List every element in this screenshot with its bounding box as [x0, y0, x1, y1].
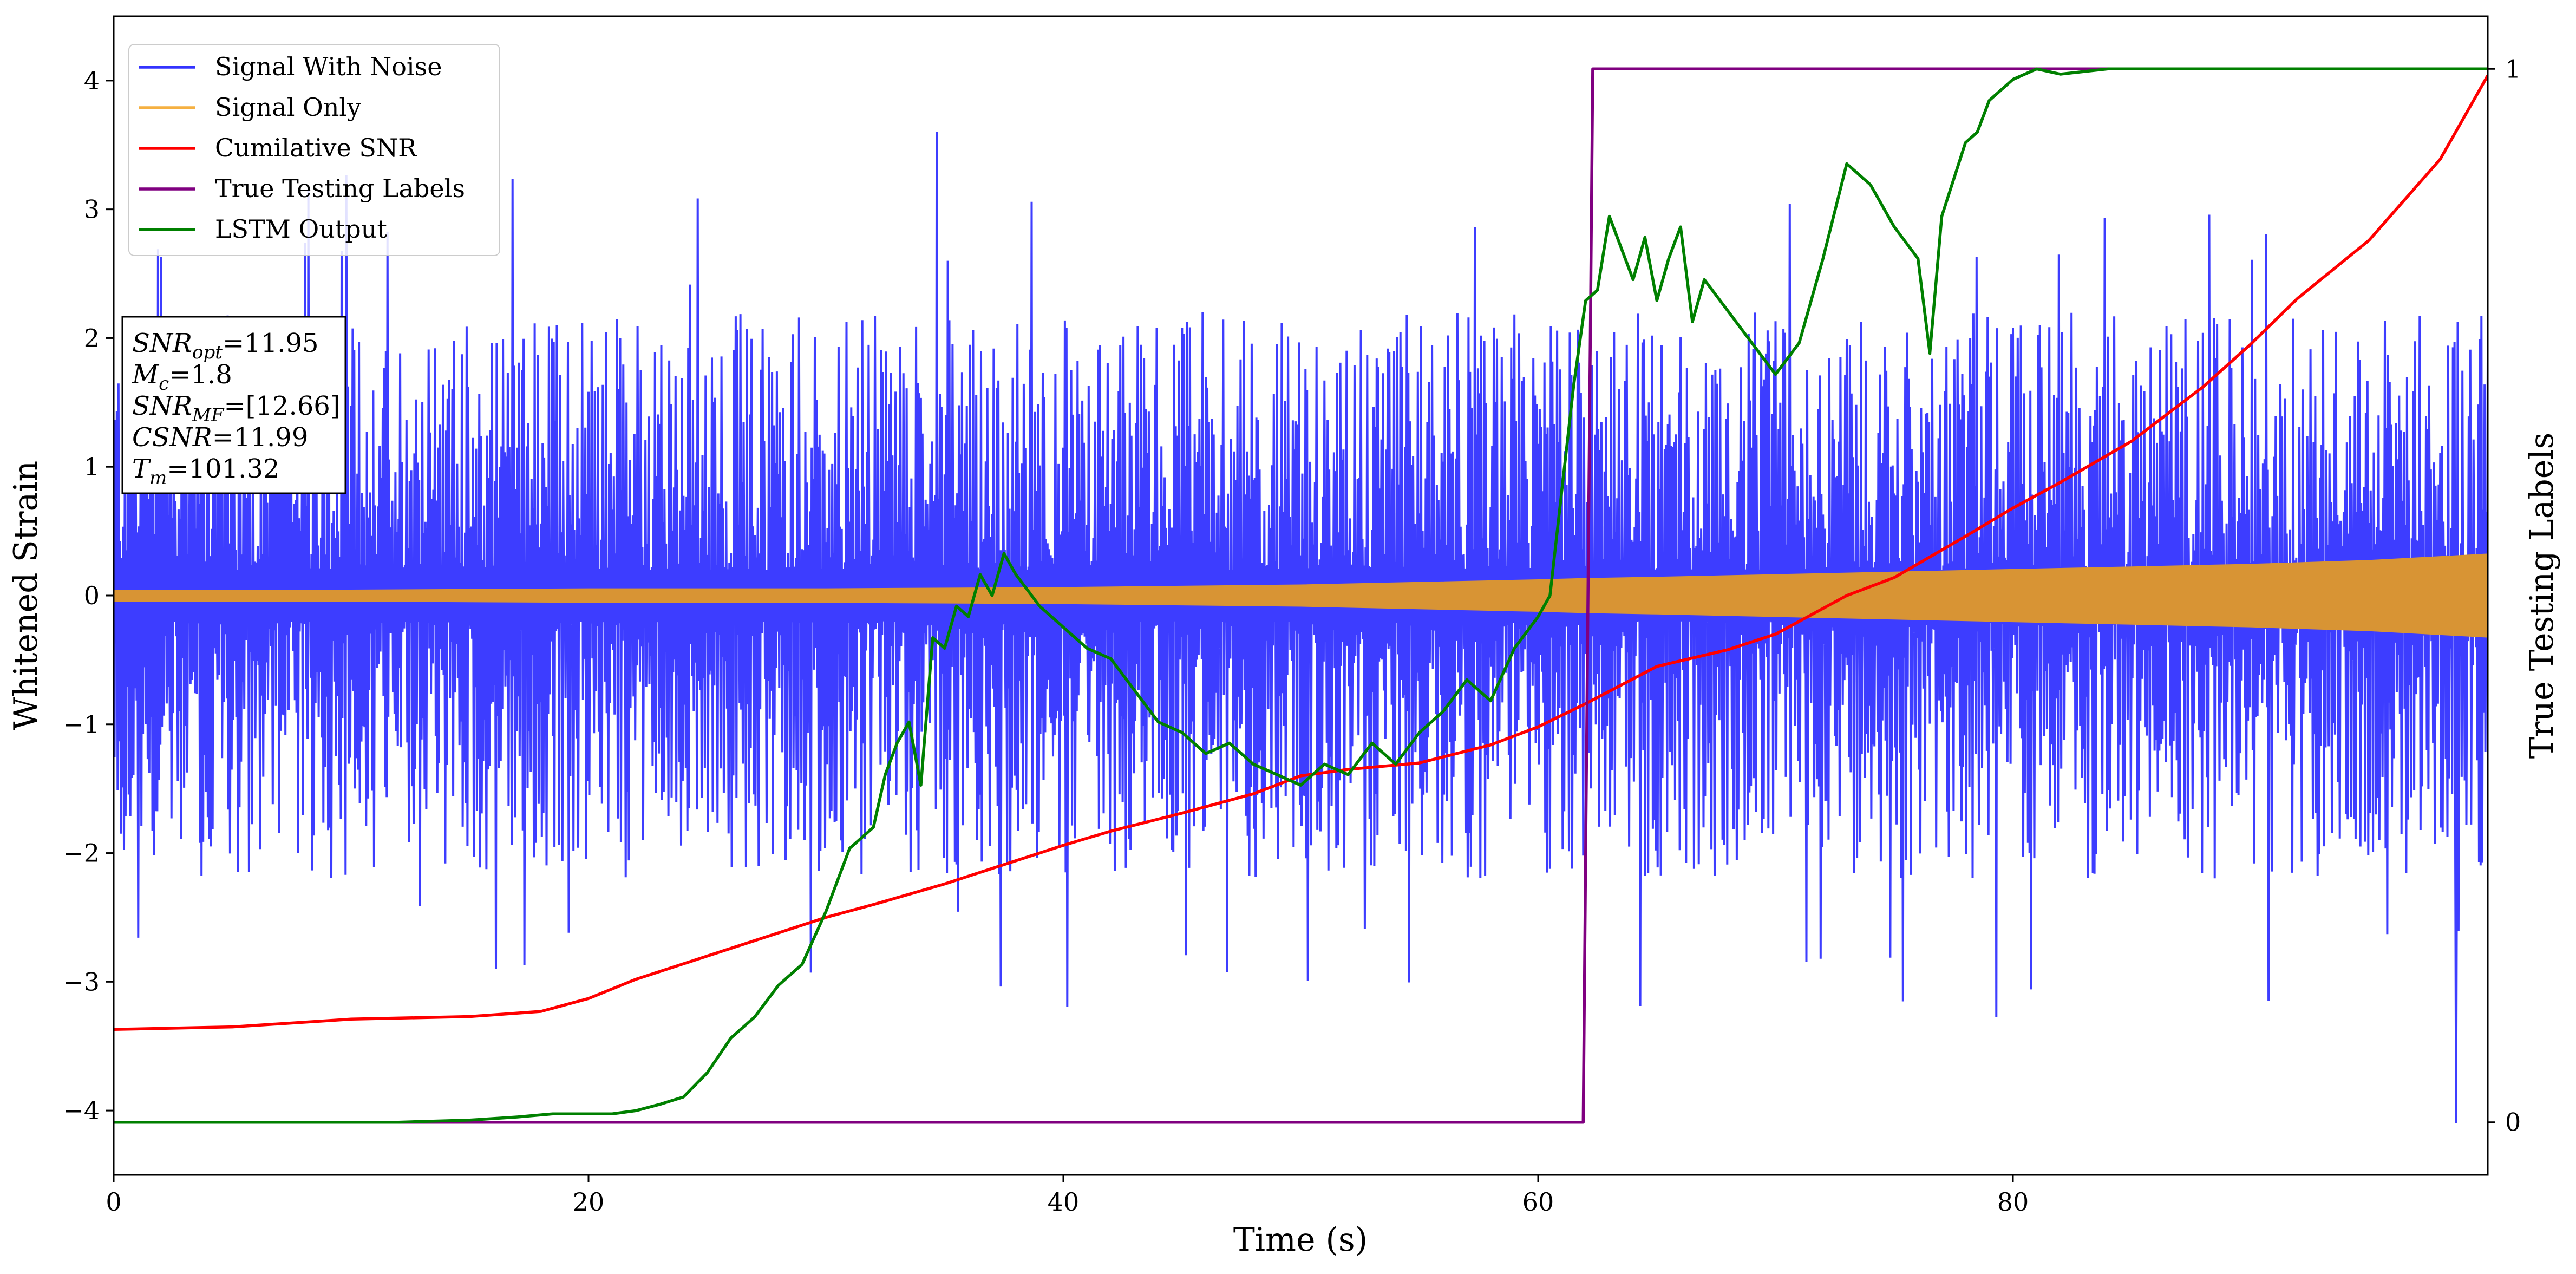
- y-tick-label-left: 2: [84, 323, 100, 352]
- x-axis-label: Time (s): [1233, 1221, 1368, 1259]
- y-tick-label-left: −4: [63, 1096, 100, 1125]
- y-axis-label-left: Whitened Strain: [7, 461, 45, 730]
- legend-label: LSTM Output: [215, 214, 387, 244]
- x-tick-label: 60: [1522, 1187, 1554, 1217]
- x-tick-label: 20: [573, 1187, 605, 1217]
- info-value: =101.32: [167, 454, 279, 484]
- legend-label: Signal Only: [215, 93, 361, 122]
- y-ticks-right: 01: [2488, 54, 2521, 1137]
- info-value: =1.8: [169, 360, 232, 390]
- signal-only-band: [114, 553, 2488, 638]
- info-value: =11.95: [223, 328, 319, 358]
- info-symbol: T: [132, 454, 151, 484]
- legend-label: Signal With Noise: [215, 52, 442, 81]
- legend-label: Cumilative SNR: [215, 133, 417, 162]
- y-tick-label-left: 4: [84, 66, 100, 95]
- y-axis-label-right: True Testing Labels: [2523, 433, 2561, 759]
- info-line: Tm=101.32: [132, 454, 279, 489]
- y-tick-label-left: 1: [84, 452, 100, 481]
- x-tick-label: 80: [1997, 1187, 2029, 1217]
- info-value: =[12.66]: [224, 391, 340, 421]
- x-ticks: 0 20 40 60 80: [106, 1175, 2029, 1217]
- y-ticks-left: −4 −3 −2 −1 0 1 2 3 4: [63, 66, 114, 1125]
- info-symbol: CSNR: [132, 422, 212, 453]
- y-tick-label-right: 0: [2505, 1108, 2521, 1137]
- info-subscript: c: [159, 373, 169, 395]
- info-line: CSNR=11.99: [132, 422, 308, 453]
- cumulative-snr-line: [114, 75, 2488, 1031]
- info-symbol: M: [132, 360, 160, 390]
- signal-with-noise-line: [114, 132, 2488, 1123]
- y-tick-label-left: 3: [84, 195, 100, 224]
- x-tick-label: 0: [106, 1187, 121, 1217]
- x-tick-label: 40: [1048, 1187, 1080, 1217]
- y-tick-label-left: −3: [63, 967, 100, 996]
- info-symbol: SNR: [132, 328, 192, 358]
- series-layer: [114, 67, 2488, 1124]
- info-line: SNRMF=[12.66]: [132, 391, 341, 426]
- legend-label: True Testing Labels: [215, 174, 465, 203]
- y-tick-label-right: 1: [2505, 54, 2521, 83]
- info-subscript: m: [149, 467, 167, 489]
- legend: Signal With Noise Signal Only Cumilative S…: [128, 44, 500, 256]
- y-tick-label-left: 0: [84, 581, 100, 610]
- info-line: Mc=1.8: [132, 360, 232, 395]
- y-tick-label-left: −2: [63, 839, 100, 868]
- info-subscript: opt: [192, 342, 223, 363]
- info-box-frame: [121, 316, 346, 494]
- legend-box: [128, 44, 500, 256]
- info-line: SNRopt=11.95: [132, 328, 319, 363]
- info-symbol: SNR: [132, 391, 192, 421]
- y-tick-label-left: −1: [63, 710, 100, 739]
- info-subscript: MF: [192, 404, 225, 426]
- lstm-output-line: [114, 67, 2488, 1124]
- info-box: SNRopt=11.95Mc=1.8SNRMF=[12.66]CSNR=11.9…: [121, 316, 346, 494]
- info-value: =11.99: [212, 422, 309, 453]
